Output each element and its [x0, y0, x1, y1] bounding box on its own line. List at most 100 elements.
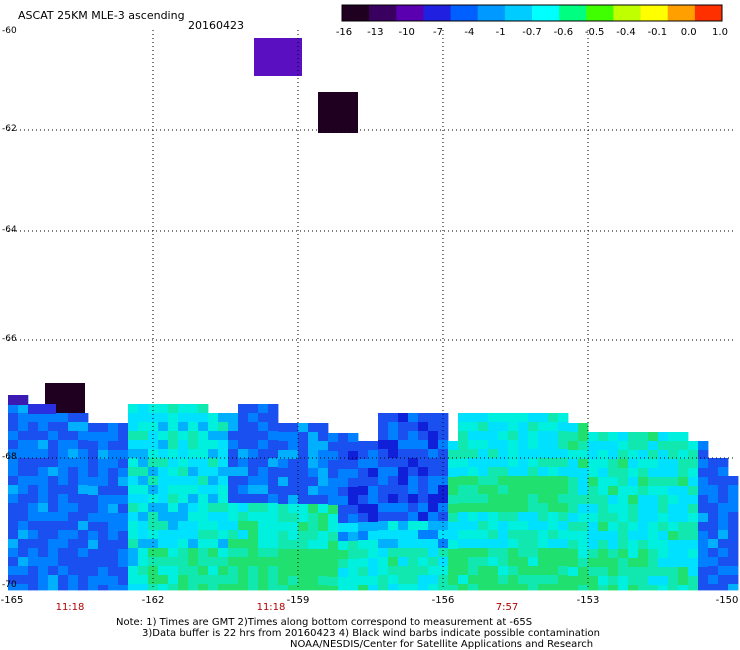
- wind-cell: [638, 486, 649, 496]
- wind-cell: [568, 558, 579, 568]
- wind-cell: [488, 485, 499, 495]
- wind-cell: [248, 557, 259, 567]
- wind-cell: [198, 449, 209, 459]
- wind-cell: [28, 440, 39, 450]
- wind-cell: [388, 575, 399, 585]
- wind-cell: [518, 467, 529, 477]
- wind-cell: [128, 521, 139, 531]
- wind-cell: [108, 468, 119, 478]
- wind-cell: [238, 512, 249, 522]
- wind-cell: [678, 540, 689, 550]
- wind-cell: [648, 513, 659, 523]
- wind-cell: [198, 431, 209, 441]
- wind-cell: [668, 504, 679, 514]
- wind-cell: [288, 486, 299, 496]
- wind-cell: [28, 485, 39, 495]
- colorbar-frame: [341, 4, 723, 22]
- wind-cell: [478, 575, 489, 585]
- wind-cell: [538, 584, 549, 591]
- wind-cell: [108, 585, 119, 591]
- wind-cell: [28, 494, 39, 504]
- wind-cell: [228, 476, 239, 486]
- wind-cell: [408, 503, 419, 513]
- wind-cell: [268, 503, 279, 513]
- wind-cell: [148, 440, 159, 450]
- wind-cell: [8, 431, 19, 441]
- wind-cell: [258, 566, 269, 576]
- wind-cell: [698, 558, 709, 568]
- wind-cell: [168, 548, 179, 558]
- wind-cell: [628, 486, 639, 496]
- wind-cell: [658, 495, 669, 505]
- wind-cell: [178, 467, 189, 477]
- colorbar-swatch: [423, 5, 452, 21]
- wind-cell: [448, 585, 459, 591]
- wind-cell: [648, 468, 659, 478]
- wind-cell: [138, 476, 149, 486]
- wind-cell: [668, 486, 679, 496]
- wind-cell: [138, 584, 149, 591]
- wind-cell: [498, 413, 509, 423]
- time-label: 7:57: [495, 602, 519, 613]
- wind-cell: [178, 422, 189, 432]
- wind-cell: [248, 566, 259, 576]
- wind-cell: [208, 512, 219, 522]
- wind-cell: [188, 494, 199, 504]
- wind-cell: [588, 576, 599, 586]
- wind-cell: [458, 521, 469, 531]
- wind-cell: [578, 540, 589, 550]
- wind-cell: [258, 404, 269, 414]
- wind-cell: [728, 521, 739, 531]
- wind-cell: [238, 413, 249, 423]
- wind-cell: [178, 413, 189, 423]
- wind-cell: [648, 441, 659, 451]
- wind-cell: [508, 467, 519, 477]
- wind-cell: [238, 404, 249, 414]
- wind-cell: [338, 469, 349, 479]
- wind-cell: [208, 521, 219, 531]
- wind-cell: [68, 512, 79, 522]
- wind-cell: [248, 431, 259, 441]
- time-label: 11:18: [55, 602, 85, 613]
- wind-cell: [318, 513, 329, 523]
- wind-cell: [168, 566, 179, 576]
- wind-cell: [258, 494, 269, 504]
- wind-cell: [478, 530, 489, 540]
- wind-cell: [428, 575, 439, 585]
- wind-cell: [678, 504, 689, 514]
- wind-cell: [228, 521, 239, 531]
- wind-cell: [38, 557, 49, 567]
- wind-cell: [288, 477, 299, 487]
- lat-label: -62: [2, 124, 17, 134]
- wind-cell: [118, 423, 129, 433]
- wind-cell: [678, 585, 689, 591]
- wind-cell: [148, 485, 159, 495]
- wind-cell: [518, 503, 529, 513]
- wind-cell: [298, 441, 309, 451]
- wind-cell: [368, 576, 379, 586]
- wind-cell: [548, 494, 559, 504]
- wind-cell: [98, 432, 109, 442]
- wind-cell: [108, 540, 119, 550]
- wind-cell: [268, 404, 279, 414]
- wind-cell: [258, 557, 269, 567]
- wind-cell: [668, 459, 679, 469]
- wind-cell: [518, 431, 529, 441]
- wind-cell: [318, 459, 329, 469]
- wind-cell: [358, 558, 369, 568]
- wind-cell: [688, 459, 699, 469]
- wind-cell: [718, 548, 729, 558]
- wind-cell: [458, 476, 469, 486]
- wind-cell: [328, 433, 339, 443]
- wind-cell: [658, 567, 669, 577]
- wind-cell: [368, 486, 379, 496]
- wind-cell: [128, 557, 139, 567]
- wind-cell: [328, 478, 339, 488]
- wind-cell: [528, 422, 539, 432]
- wind-cell: [678, 549, 689, 559]
- wind-cell: [378, 557, 389, 567]
- wind-cell: [358, 477, 369, 487]
- wind-cell: [278, 477, 289, 487]
- wind-cell: [358, 540, 369, 550]
- wind-cell: [528, 494, 539, 504]
